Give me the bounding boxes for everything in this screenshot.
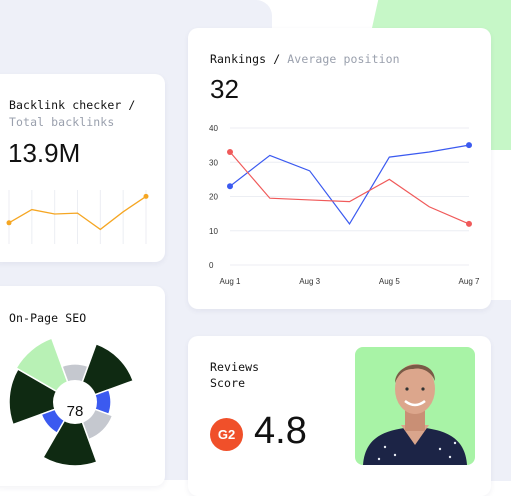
rankings-value: 32 bbox=[210, 74, 239, 104]
rankings-subtitle: Average position bbox=[287, 52, 400, 66]
rankings-title-label: Rankings / bbox=[210, 52, 281, 66]
onpage-card: On-Page SEO 78 bbox=[0, 286, 165, 486]
y-tick-label: 10 bbox=[209, 227, 218, 236]
series-point-end bbox=[466, 220, 472, 227]
x-tick-label: Aug 3 bbox=[299, 277, 320, 286]
person-avatar-icon bbox=[363, 364, 467, 465]
reviews-title-line1: Reviews bbox=[210, 360, 260, 374]
rankings-chart: 0 10 20 30 40 Aug 1 Aug 3 Aug 5 Aug 7 bbox=[209, 124, 480, 286]
sparkline-start-point bbox=[6, 220, 12, 226]
series-point-start bbox=[227, 183, 233, 190]
backlink-title: Backlink checker / bbox=[9, 98, 136, 112]
series-point-end bbox=[466, 142, 472, 149]
x-tick-label: Aug 5 bbox=[379, 277, 400, 286]
reviewer-photo bbox=[355, 347, 475, 465]
rankings-card: Rankings / Average position 32 0 10 20 30 40… bbox=[188, 28, 491, 309]
backlink-subtitle: Total backlinks bbox=[9, 115, 115, 129]
onpage-score-wheel bbox=[8, 337, 135, 467]
x-tick-label: Aug 7 bbox=[459, 277, 480, 286]
backlink-card: Backlink checker / Total backlinks 13.9M bbox=[0, 74, 165, 262]
backlink-sparkline bbox=[6, 190, 149, 244]
sparkline-line bbox=[8, 195, 147, 231]
sparkline-end-point bbox=[143, 193, 149, 199]
reviews-score: 4.8 bbox=[254, 410, 307, 452]
y-tick-label: 40 bbox=[209, 124, 218, 133]
series-point-start bbox=[227, 148, 233, 155]
onpage-score: 78 bbox=[66, 403, 84, 420]
reviews-title-line2: Score bbox=[210, 376, 246, 390]
g2-logo-text: G2 bbox=[217, 427, 236, 442]
x-tick-label: Aug 1 bbox=[220, 277, 241, 286]
g2-logo-icon: G2 bbox=[210, 418, 243, 451]
y-tick-label: 0 bbox=[209, 261, 214, 270]
wheel-center bbox=[53, 380, 97, 424]
y-tick-label: 20 bbox=[209, 193, 218, 202]
onpage-title: On-Page SEO bbox=[9, 311, 87, 325]
rankings-title: Rankings / Average position bbox=[210, 52, 400, 66]
y-tick-label: 30 bbox=[209, 158, 218, 167]
series-line-1 bbox=[229, 144, 470, 225]
backlink-value: 13.9M bbox=[8, 138, 81, 168]
reviews-card: Reviews Score G2 4.8 bbox=[188, 336, 491, 496]
series-line-2 bbox=[229, 151, 470, 225]
